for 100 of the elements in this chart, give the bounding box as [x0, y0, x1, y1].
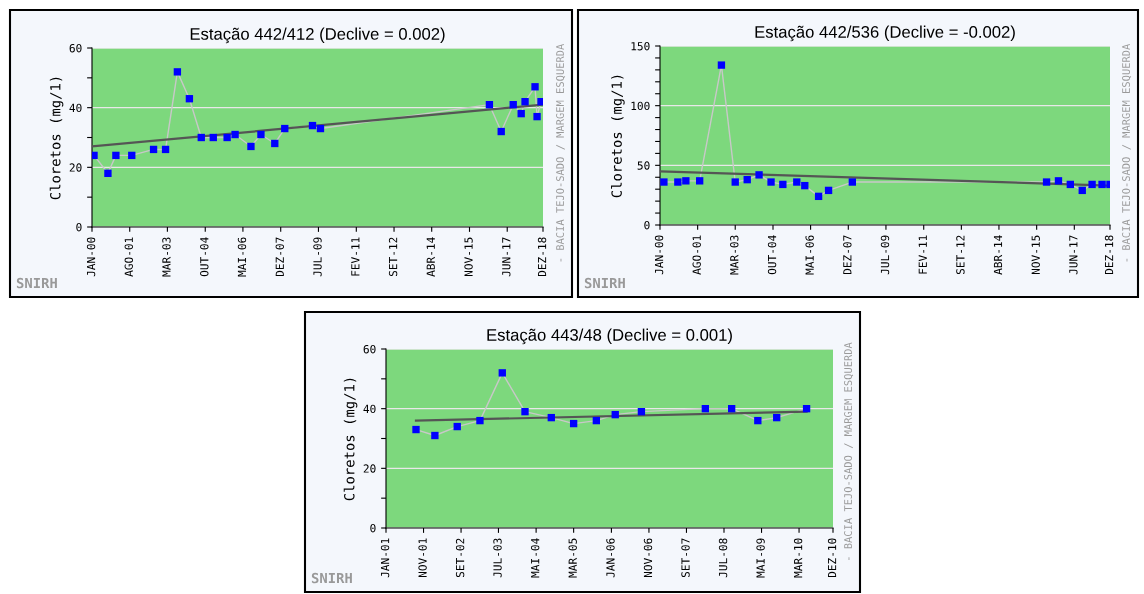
chart-title: Estação 442/412 (Declive = 0.002) — [190, 27, 445, 44]
point — [533, 112, 541, 121]
point — [717, 61, 726, 69]
y-tick-label: 0 — [644, 221, 650, 230]
point — [531, 83, 539, 91]
y-tick-label: 0 — [76, 223, 82, 232]
x-tick-label: JUL-03 — [493, 538, 502, 578]
y-tick-label: 0 — [370, 524, 376, 533]
y-tick-label: 60 — [69, 44, 82, 53]
x-tick-label: JUL-08 — [718, 538, 728, 578]
point — [1078, 186, 1086, 195]
point — [431, 431, 439, 440]
point — [674, 178, 682, 186]
x-tick-label: DEZ-18 — [1104, 235, 1114, 275]
point — [173, 68, 182, 76]
text: - BACIA TEJO-SADO / MARGEM ESQUERDA — [844, 342, 854, 560]
point — [197, 133, 205, 142]
x-tick-label: AGO-01 — [124, 237, 133, 277]
point — [701, 404, 710, 413]
point — [569, 419, 578, 428]
point — [731, 178, 739, 186]
y-tick-label: 40 — [363, 404, 376, 414]
x-tick-label: DEZ-10 — [827, 538, 837, 578]
x-tick-label: NOV-15 — [464, 237, 473, 277]
point — [682, 177, 690, 185]
text: - BACIA TEJO-SADO / MARGEM ESQUERDA — [1122, 43, 1132, 262]
x-tick-label: OUT-04 — [200, 237, 209, 277]
point — [727, 404, 736, 413]
point — [824, 186, 833, 195]
text: SNIRH — [311, 572, 352, 584]
x-tick-label: DEZ-07 — [843, 235, 852, 275]
text: SNIRH — [16, 277, 57, 289]
point — [128, 151, 136, 160]
point — [209, 133, 217, 142]
x-tick-label: DEZ-18 — [537, 237, 547, 277]
x-tick-label: DEZ-07 — [275, 237, 284, 277]
y-axis-title: Cloretos (mg/1) — [343, 378, 358, 501]
y-axis-title: Cloretos (mg/1) — [49, 77, 64, 200]
text: - BACIA TEJO-SADO / MARGEM ESQUERDA — [556, 43, 566, 262]
point — [755, 171, 763, 179]
point — [592, 416, 601, 425]
x-tick-label: MAR-05 — [568, 538, 577, 578]
x-tick-label: FEV-11 — [351, 237, 360, 276]
point — [316, 124, 325, 133]
y-tick-label: 50 — [637, 161, 650, 170]
x-tick-label: JAN-01 — [380, 538, 390, 578]
x-tick-label: JAN-00 — [86, 237, 96, 277]
x-tick-label: SET-12 — [388, 237, 398, 277]
x-tick-label: JUN-17 — [502, 237, 511, 277]
point — [779, 180, 787, 189]
point — [112, 151, 120, 160]
chart-title: Estação 443/48 (Declive = 0.001) — [487, 328, 732, 345]
point — [537, 98, 543, 106]
point — [517, 109, 525, 118]
y-tick-label: 100 — [631, 101, 650, 111]
point — [637, 407, 646, 416]
point — [521, 98, 529, 106]
point — [308, 121, 317, 130]
point — [453, 422, 461, 431]
point — [223, 133, 231, 142]
point — [611, 410, 619, 419]
x-tick-label: SET-12 — [956, 235, 965, 275]
y-tick-label: 20 — [69, 163, 82, 172]
x-tick-label: NOV-06 — [643, 538, 653, 578]
point — [498, 369, 506, 377]
point — [161, 145, 170, 154]
point — [802, 404, 811, 413]
x-tick-label: JUL-09 — [880, 235, 890, 275]
point — [754, 416, 762, 425]
point — [793, 178, 801, 186]
text: SNIRH — [584, 277, 625, 289]
x-tick-label: AGO-01 — [692, 235, 701, 275]
y-tick-label: 40 — [69, 103, 82, 113]
x-tick-label: SET-02 — [455, 538, 465, 578]
x-tick-label: JUL-09 — [313, 237, 322, 277]
x-tick-label: JAN-06 — [606, 538, 615, 578]
point — [476, 416, 484, 425]
point — [521, 407, 529, 416]
x-tick-label: MAI-06 — [805, 235, 814, 275]
x-tick-label: MAI-06 — [237, 237, 247, 277]
x-tick-label: JAN-00 — [654, 235, 664, 275]
x-tick-label: ABR-14 — [993, 235, 1003, 275]
point — [801, 181, 809, 190]
point — [547, 413, 555, 422]
point — [104, 169, 112, 177]
chart-title: Estação 442/536 (Declive = -0.002) — [755, 25, 1015, 42]
point — [743, 175, 751, 184]
point — [271, 139, 279, 148]
point — [412, 425, 420, 434]
point — [1088, 180, 1096, 189]
point — [1042, 178, 1051, 186]
point — [1054, 177, 1063, 185]
x-tick-label: MAR-10 — [793, 538, 803, 578]
point — [509, 101, 517, 109]
point — [247, 142, 255, 151]
x-tick-label: NOV-15 — [1031, 235, 1040, 275]
point — [149, 145, 158, 154]
x-tick-label: OUT-04 — [767, 235, 777, 275]
point — [257, 130, 265, 139]
x-tick-label: MAR-03 — [730, 235, 739, 275]
